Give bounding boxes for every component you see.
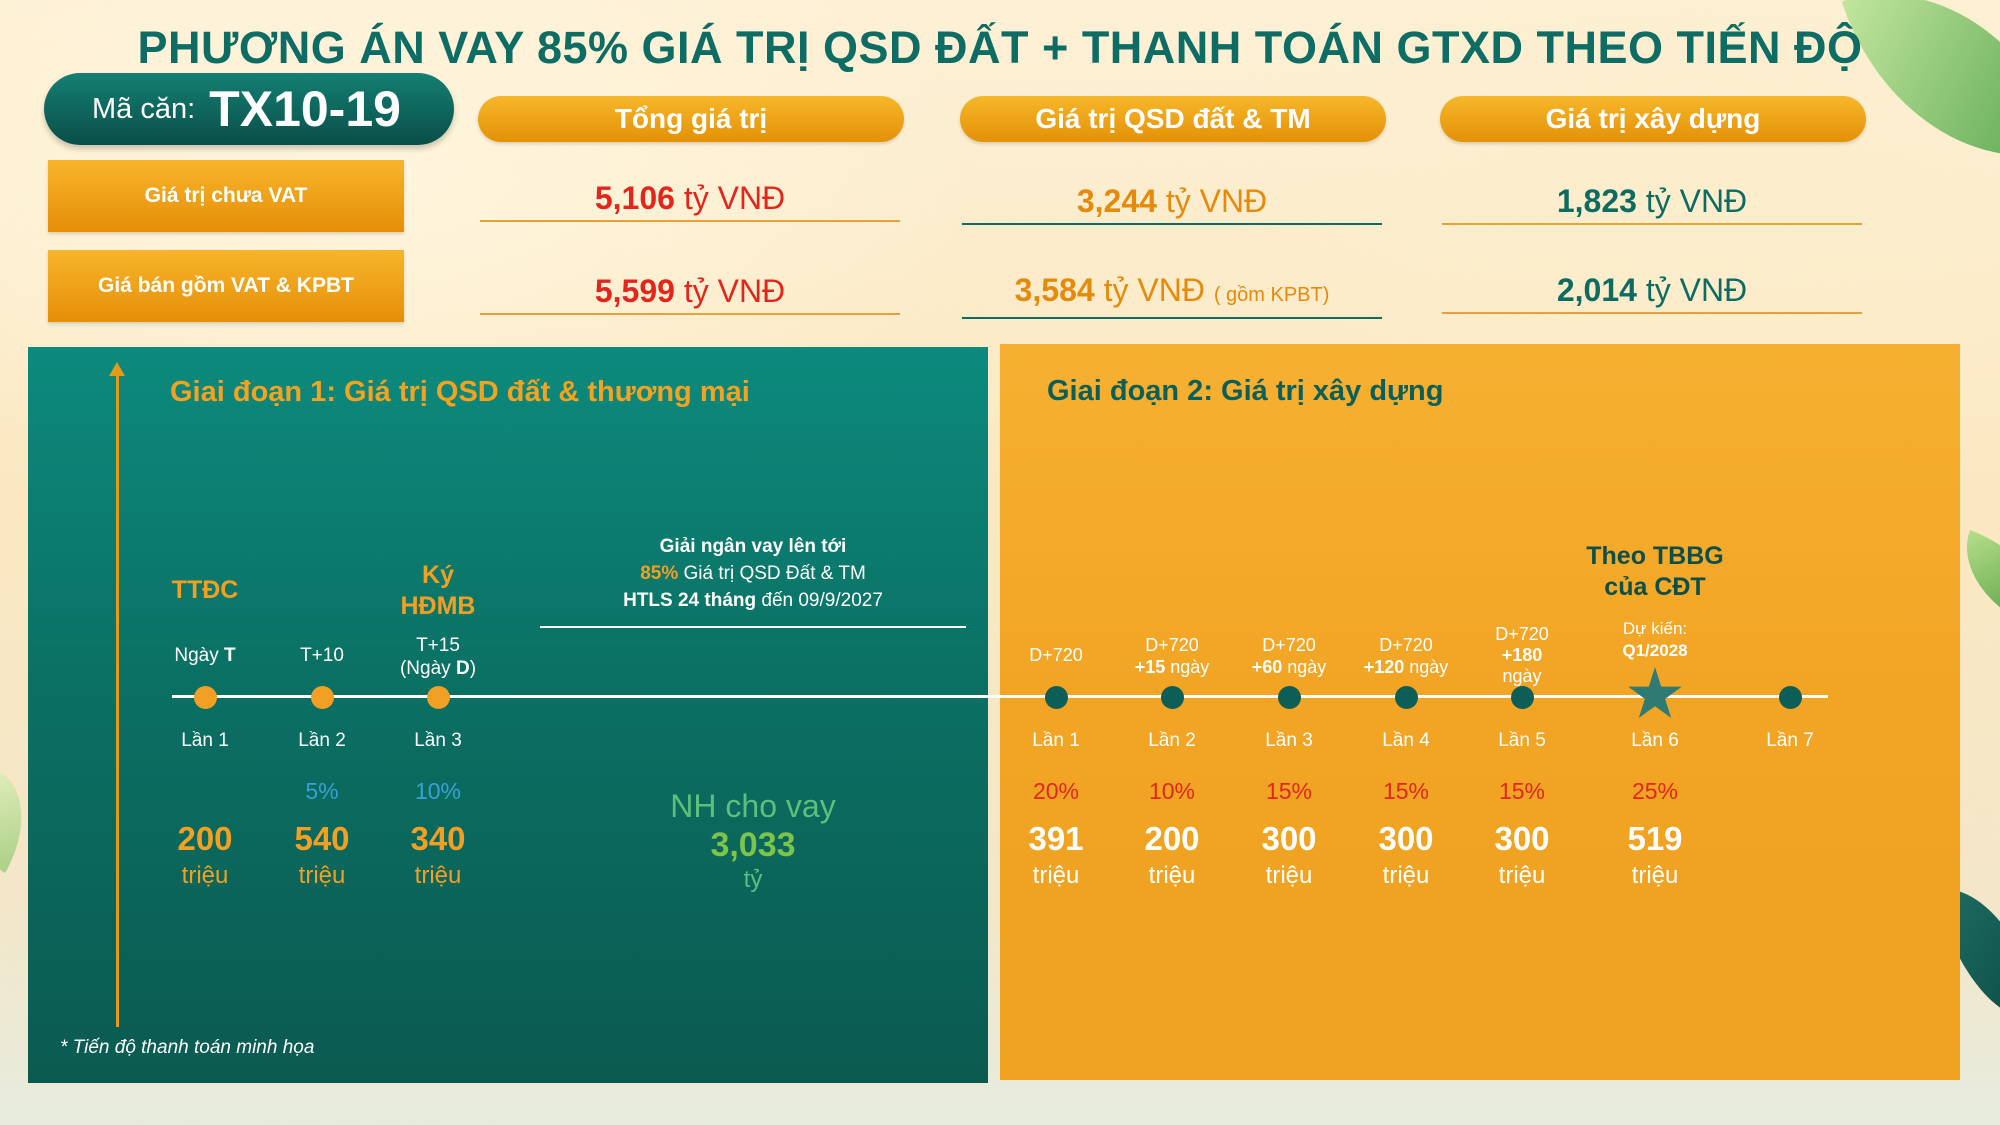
p2-step2-unit: triệu <box>1148 862 1196 889</box>
column-header-construction: Giá trị xây dựng <box>1440 96 1866 142</box>
value-land-incl-vat: 3,584 tỷ VNĐ ( gồm KPBT) <box>962 268 1382 319</box>
p2-step4-installment: Lần 4 <box>1382 730 1430 751</box>
page-title: PHƯƠNG ÁN VAY 85% GIÁ TRỊ QSD ĐẤT + THAN… <box>137 22 1863 73</box>
p1-step1-installment: Lần 1 <box>181 730 229 751</box>
p2-step6-amount: 519 <box>1627 820 1683 857</box>
sign-contract-label: Ký HĐMB <box>400 561 476 620</box>
p2-step2-amount: 200 <box>1144 820 1200 857</box>
phase1-title: Giai đoạn 1: Giá trị QSD đất & thương mạ… <box>170 376 750 408</box>
timeline-line <box>172 695 1828 698</box>
p1-step2-amount: 540 <box>294 820 350 857</box>
p1-step3-installment: Lần 3 <box>414 730 462 751</box>
p2-step1-percent: 20% <box>1032 778 1080 804</box>
p2-step3-amount: 300 <box>1261 820 1317 857</box>
p2-step5-unit: triệu <box>1498 862 1546 889</box>
p2-step6-percent: 25% <box>1631 778 1679 804</box>
footnote: * Tiến độ thanh toán minh họa <box>60 1037 315 1058</box>
p1-step2-unit: triệu <box>298 862 346 889</box>
p2-step1-time: D+720 <box>1029 645 1083 665</box>
bank-loan-label: NH cho vay <box>670 788 836 824</box>
p2-step4-percent: 15% <box>1382 778 1430 804</box>
row-label-incl-vat: Giá bán gồm VAT & KPBT <box>48 250 404 322</box>
unit-code-badge: Mã căn: TX10-19 <box>44 73 454 145</box>
p2-step2-time: D+720 +15 ngày <box>1134 635 1210 677</box>
p1-step2-percent: 5% <box>305 778 339 804</box>
p2-step1-unit: triệu <box>1032 862 1080 889</box>
p2-step4-unit: triệu <box>1382 862 1430 889</box>
value-construction-pre-vat: 1,823 tỷ VNĐ <box>1442 179 1862 225</box>
p1-step2-installment: Lần 2 <box>298 730 346 751</box>
tbbg-label: Theo TBBG của CĐT <box>1586 542 1724 601</box>
p1-step2-dot <box>311 686 334 709</box>
phase2-panel <box>1000 344 1960 1080</box>
p2-step1-dot <box>1045 686 1068 709</box>
p1-step2-time: T+10 <box>300 645 344 666</box>
ttdc-label: TTĐC <box>171 576 239 604</box>
p2-step2-dot <box>1161 686 1184 709</box>
p2-step2-installment: Lần 2 <box>1148 730 1196 751</box>
p2-step3-installment: Lần 3 <box>1265 730 1313 751</box>
p1-step3-unit: triệu <box>414 862 462 889</box>
column-header-land: Giá trị QSD đất & TM <box>960 96 1386 142</box>
loan-disbursement-note: Giải ngân vay lên tới 85% Giá trị QSD Đấ… <box>623 536 883 611</box>
row-label-pre-vat: Giá trị chưa VAT <box>48 160 404 232</box>
value-total-incl-vat: 5,599 tỷ VNĐ <box>480 269 900 315</box>
p1-step1-dot <box>194 686 217 709</box>
p1-step1-time: Ngày T <box>174 645 236 666</box>
p1-step3-percent: 10% <box>414 778 462 804</box>
bank-loan-unit: tỷ <box>743 866 763 893</box>
phase2-title: Giai đoạn 2: Giá trị xây dựng <box>1047 375 1444 407</box>
p2-step5-percent: 15% <box>1498 778 1546 804</box>
p2-step7-dot <box>1779 686 1802 709</box>
p2-step4-time: D+720 +120 ngày <box>1363 635 1449 677</box>
value-total-pre-vat: 5,106 tỷ VNĐ <box>480 176 900 222</box>
unit-code-label: Mã căn: <box>92 92 196 125</box>
p2-step1-installment: Lần 1 <box>1032 730 1080 751</box>
phase1-panel <box>28 347 988 1083</box>
expected-completion: Dự kiến: Q1/2028 <box>1622 619 1688 660</box>
bank-loan-amount: 3,033 <box>710 826 796 864</box>
p1-step3-time: T+15 (Ngày D) <box>399 635 477 679</box>
p2-step4-amount: 300 <box>1378 820 1434 857</box>
value-land-pre-vat: 3,244 tỷ VNĐ <box>962 179 1382 225</box>
p2-step5-time: D+720 +180 ngày <box>1495 624 1549 686</box>
unit-code-value: TX10-19 <box>209 81 401 137</box>
loan-note-divider <box>540 626 966 628</box>
p2-step1-amount: 391 <box>1028 820 1084 857</box>
p2-step7-installment: Lần 7 <box>1766 730 1814 751</box>
p2-step3-percent: 15% <box>1265 778 1313 804</box>
p1-step3-amount: 340 <box>410 820 466 857</box>
value-construction-incl-vat: 2,014 tỷ VNĐ <box>1442 268 1862 314</box>
p1-step1-unit: triệu <box>181 862 229 889</box>
p2-step5-installment: Lần 5 <box>1498 730 1546 751</box>
vertical-arrow <box>109 362 125 1027</box>
p2-step5-amount: 300 <box>1494 820 1550 857</box>
p2-step3-unit: triệu <box>1265 862 1313 889</box>
p2-step6-unit: triệu <box>1631 862 1679 889</box>
p2-step3-time: D+720 +60 ngày <box>1251 635 1327 677</box>
p2-step2-percent: 10% <box>1148 778 1196 804</box>
p2-step6-installment: Lần 6 <box>1631 730 1679 751</box>
p2-step4-dot <box>1395 686 1418 709</box>
p2-step5-dot <box>1511 686 1534 709</box>
p1-step1-amount: 200 <box>177 820 233 857</box>
column-header-total: Tổng giá trị <box>478 96 904 142</box>
p1-step3-dot <box>427 686 450 709</box>
p2-step3-dot <box>1278 686 1301 709</box>
